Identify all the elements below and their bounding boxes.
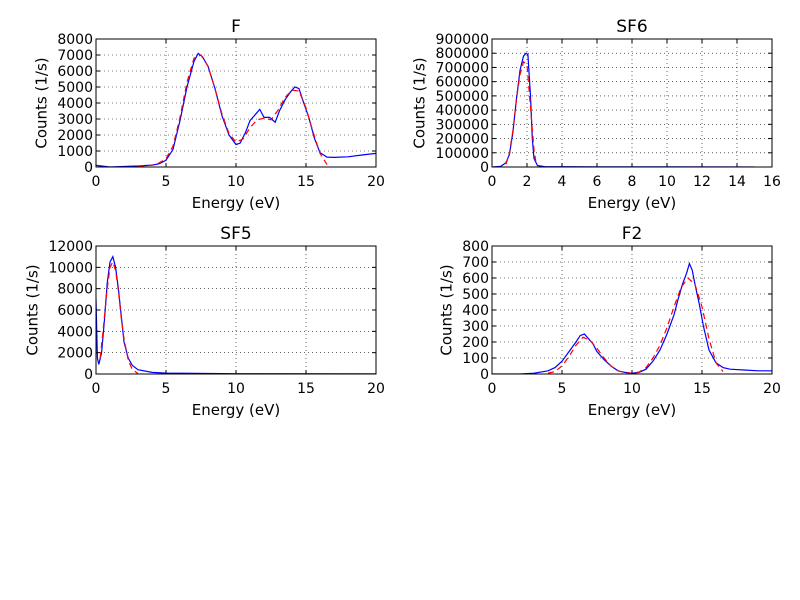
y-tick-label: 0: [84, 160, 93, 176]
y-tick-label: 0: [84, 367, 93, 383]
y-tick-label: 3000: [57, 112, 93, 128]
y-tick-label: 4000: [57, 324, 93, 340]
x-tick-label: 2: [523, 174, 532, 190]
y-tick-label: 1000: [57, 144, 93, 160]
y-tick-label: 100: [462, 351, 489, 367]
y-tick-label: 7000: [57, 48, 93, 64]
x-axis-label: Energy (eV): [588, 401, 676, 419]
y-tick-label: 800: [462, 239, 489, 255]
x-tick-label: 0: [92, 174, 101, 190]
x-tick-label: 6: [593, 174, 602, 190]
y-tick-label: 400: [462, 303, 489, 319]
y-axis-label: Counts (1/s): [32, 57, 50, 148]
y-tick-label: 0: [480, 367, 489, 383]
x-tick-label: 0: [488, 174, 497, 190]
x-tick-label: 0: [488, 381, 497, 397]
y-tick-label: 12000: [48, 239, 93, 255]
x-tick-label: 20: [367, 174, 385, 190]
fit-series-line: [99, 260, 139, 374]
x-tick-label: 15: [297, 174, 315, 190]
x-tick-label: 20: [763, 381, 781, 397]
y-tick-label: 200000: [436, 132, 489, 148]
y-tick-label: 0: [480, 160, 489, 176]
x-tick-label: 15: [693, 381, 711, 397]
y-tick-label: 500000: [436, 89, 489, 105]
x-tick-label: 5: [558, 381, 567, 397]
x-tick-label: 15: [297, 381, 315, 397]
y-tick-label: 100000: [436, 146, 489, 162]
y-tick-label: 10000: [48, 260, 93, 276]
data-series-line: [492, 52, 755, 167]
chart-panel-4: 0 5 10 15 200100200300400500600700800F2Energ…: [437, 224, 781, 419]
x-tick-label: 16: [763, 174, 781, 190]
y-tick-label: 600000: [436, 75, 489, 91]
x-tick-label: 5: [162, 174, 171, 190]
x-tick-label: 10: [623, 381, 641, 397]
data-series-line: [96, 52, 376, 167]
x-tick-label: 10: [658, 174, 676, 190]
x-tick-label: 8: [628, 174, 637, 190]
fit-series-line: [547, 277, 724, 374]
x-axis-label: Energy (eV): [192, 194, 280, 212]
y-tick-label: 2000: [57, 346, 93, 362]
y-tick-label: 800000: [436, 46, 489, 62]
x-tick-label: 5: [162, 381, 171, 397]
chart-title: SF6: [616, 17, 647, 37]
y-tick-label: 6000: [57, 64, 93, 80]
x-axis-label: Energy (eV): [588, 194, 676, 212]
y-tick-label: 700000: [436, 60, 489, 76]
y-tick-label: 500: [462, 287, 489, 303]
chart-panel-2: 0 2 4 6 8 10 12 14 16010000020000030000040000050…: [411, 17, 781, 212]
x-tick-label: 4: [558, 174, 567, 190]
chart-title: SF5: [220, 224, 251, 244]
fit-series-line: [137, 54, 328, 167]
data-series-line: [492, 261, 772, 374]
y-tick-label: 300: [462, 319, 489, 335]
y-tick-label: 700: [462, 255, 489, 271]
chart-title: F: [231, 17, 241, 37]
y-tick-label: 8000: [57, 282, 93, 298]
x-tick-label: 20: [367, 381, 385, 397]
chart-panel-3: 0 5 10 15 20 0 2000 4000 6000 8000 10000 12000 SF5 En…: [24, 224, 385, 419]
x-tick-label: 10: [227, 381, 245, 397]
y-tick-label: 900000: [436, 32, 489, 48]
chart-panel-1: 0 5 10 15 2001000200030004000500060007000800…: [32, 17, 385, 212]
x-tick-label: 14: [728, 174, 746, 190]
x-tick-label: 0: [92, 381, 101, 397]
y-tick-label: 8000: [57, 32, 93, 48]
y-axis-label: Counts (1/s): [24, 264, 42, 355]
x-tick-label: 10: [227, 174, 245, 190]
y-tick-label: 5000: [57, 80, 93, 96]
y-tick-label: 6000: [57, 303, 93, 319]
y-tick-label: 300000: [436, 117, 489, 133]
y-tick-label: 4000: [57, 96, 93, 112]
fit-series-line: [505, 60, 537, 165]
y-tick-label: 200: [462, 335, 489, 351]
y-tick-label: 400000: [436, 103, 489, 119]
y-tick-label: 2000: [57, 128, 93, 144]
y-tick-label: 600: [462, 271, 489, 287]
y-axis-label: Counts (1/s): [437, 264, 455, 355]
x-tick-label: 12: [693, 174, 711, 190]
x-axis-label: Energy (eV): [192, 401, 280, 419]
chart-title: F2: [622, 224, 643, 244]
y-axis-label: Counts (1/s): [411, 57, 429, 148]
